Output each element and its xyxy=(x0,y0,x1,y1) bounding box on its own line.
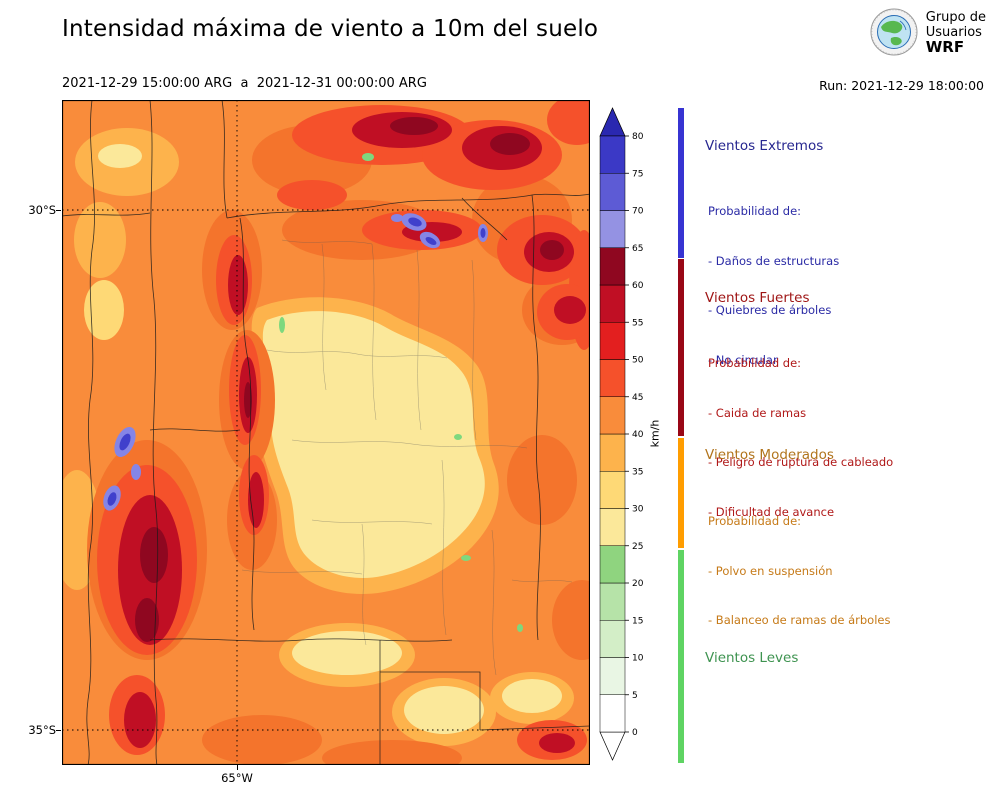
lat-label-35s: 35°S xyxy=(28,723,56,737)
lat-label-30s: 30°S xyxy=(28,203,56,217)
colorbar: 0 5 10 15 20 25 30 35 40 45 50 55 60 65 70 75 80 xyxy=(598,106,668,766)
legend-bar-moderados xyxy=(678,438,684,548)
logo-wrf: WRF xyxy=(925,37,965,56)
page-title: Intensidad máxima de viento a 10m del su… xyxy=(62,16,599,42)
lat-tick-mark-35 xyxy=(56,730,61,731)
svg-text:25: 25 xyxy=(632,542,643,552)
legend-item: - Balanceo de ramas de árboles xyxy=(708,613,891,627)
legend-bar-extremos xyxy=(678,108,684,258)
svg-text:45: 45 xyxy=(632,393,643,403)
lat-tick-mark-30 xyxy=(56,210,61,211)
map-frame xyxy=(52,95,612,776)
legend-bar-leves xyxy=(678,550,684,763)
svg-text:50: 50 xyxy=(632,356,644,366)
legend-body-moderados: Probabilidad de: - Polvo en suspensión -… xyxy=(708,480,890,662)
svg-text:30: 30 xyxy=(632,505,644,515)
wrf-logo: Grupo de Usuarios WRF xyxy=(870,8,986,56)
legend-title-extremos: Vientos Extremos xyxy=(705,138,824,154)
legend-bar-fuertes xyxy=(678,259,684,436)
legend-title-moderados: Vientos Moderados xyxy=(705,447,834,463)
svg-text:75: 75 xyxy=(632,169,643,179)
logo-line2: Usuarios xyxy=(925,24,982,40)
globe-icon xyxy=(870,8,918,56)
svg-text:35: 35 xyxy=(632,467,643,477)
legend-body-fuertes: Probabilidad de: - Caida de ramas - Peli… xyxy=(708,322,893,553)
lon-tick-mark-65 xyxy=(237,765,238,770)
logo-text: Grupo de Usuarios WRF xyxy=(926,10,986,55)
svg-text:60: 60 xyxy=(632,281,644,291)
svg-text:0: 0 xyxy=(632,728,638,738)
legend-item: - Caida de ramas xyxy=(708,405,807,420)
legend-item: - No circular xyxy=(708,352,778,367)
svg-text:15: 15 xyxy=(632,616,643,626)
svg-text:80: 80 xyxy=(632,132,644,142)
forecast-period: 2021-12-29 15:00:00 ARG a 2021-12-31 00:… xyxy=(62,76,427,91)
legend-item: - Dificultad de avance xyxy=(708,504,835,519)
legend-item: - Daños de estructuras xyxy=(708,253,840,268)
lon-label-65w: 65°W xyxy=(221,771,253,785)
legend-title-fuertes: Vientos Fuertes xyxy=(705,290,810,306)
legend-body-extremos: Probabilidad de: - Daños de estructuras … xyxy=(708,170,839,401)
wind-intensity-map xyxy=(52,95,612,776)
svg-text:65: 65 xyxy=(632,244,643,254)
legend-title-leves: Vientos Leves xyxy=(705,650,799,666)
legend-intro: Probabilidad de: xyxy=(708,356,802,370)
svg-text:40: 40 xyxy=(632,430,644,440)
svg-text:20: 20 xyxy=(632,579,644,589)
run-timestamp: Run: 2021-12-29 18:00:00 xyxy=(819,78,984,93)
logo-line1: Grupo de xyxy=(925,9,986,25)
colorbar-unit-label: km/h xyxy=(648,419,662,448)
legend-intro: Probabilidad de: xyxy=(708,514,802,528)
legend-item: - Polvo en suspensión xyxy=(708,563,833,578)
legend-item: - Peligro de ruptura de cableado xyxy=(708,455,894,469)
svg-text:5: 5 xyxy=(632,691,638,701)
colorbar-scale: 0 5 10 15 20 25 30 35 40 45 50 55 60 65 70 75 80 xyxy=(599,107,644,761)
svg-text:70: 70 xyxy=(632,207,644,217)
legend-intro: Probabilidad de: xyxy=(708,204,802,218)
svg-text:10: 10 xyxy=(632,654,644,664)
legend-item: - Quiebres de árboles xyxy=(708,303,832,317)
svg-text:55: 55 xyxy=(632,318,643,328)
